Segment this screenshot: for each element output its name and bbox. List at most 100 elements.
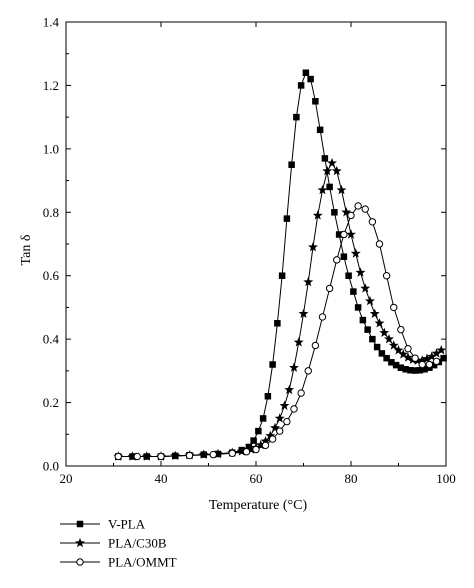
data-point-v-pla [331,209,338,216]
data-point-pla-c30b [422,353,432,364]
data-point-pla-ommt [297,389,305,397]
data-point-pla-ommt [133,452,141,461]
legend-item-pla-ommt: PLA/OMMT [60,555,177,570]
data-point-pla-ommt [209,450,217,459]
data-point-pla-ommt [347,211,355,220]
data-point-pla-c30b [365,295,375,306]
data-point-pla-c30b [293,337,304,347]
data-point-pla-ommt [228,449,236,458]
x-tick-label: 40 [155,471,168,486]
x-tick-label: 60 [250,471,263,486]
data-point-pla-ommt [261,441,270,450]
data-point-pla-c30b [350,248,361,258]
data-point-pla-ommt [354,202,362,210]
data-point-v-pla [259,415,267,422]
data-point-pla-ommt [368,218,377,226]
data-point-pla-c30b [284,384,295,395]
plot-frame [65,21,447,467]
data-point-v-pla [364,326,371,333]
data-point-v-pla [293,113,300,121]
data-point-v-pla [297,82,305,89]
data-point-pla-c30b [431,348,442,358]
data-point-pla-ommt [268,435,277,443]
data-point-pla-c30b [426,351,437,361]
data-point-v-pla [255,427,262,435]
y-tick-label: 0.4 [43,332,60,347]
data-point-pla-ommt [318,313,327,321]
data-point-v-pla [269,361,276,368]
data-point-pla-ommt [283,417,291,426]
data-point-pla-c30b [355,267,366,277]
data-point-pla-ommt [432,357,441,366]
data-point-v-pla [369,335,376,343]
legend-label-v-pla: V-PLA [108,517,146,532]
data-point-pla-ommt [411,354,419,362]
data-point-v-pla [307,75,314,83]
data-point-pla-ommt [340,230,348,239]
data-point-pla-ommt [276,427,284,435]
legend-marker-pla-c30b [75,537,85,548]
data-point-v-pla [274,320,281,327]
data-point-pla-ommt [311,341,320,350]
legend-item-pla-c30b: PLA/C30B [60,536,167,551]
data-point-pla-c30b [265,430,276,441]
y-tick-label: 1.2 [43,78,59,93]
data-point-pla-c30b [417,355,428,365]
data-point-v-pla [278,272,286,279]
y-tick-label: 0.0 [43,459,59,474]
data-point-pla-c30b [303,276,314,287]
data-point-pla-c30b [255,439,266,450]
x-tick-label: 100 [436,471,456,486]
data-point-pla-c30b [322,165,333,176]
data-point-pla-ommt [252,445,260,454]
data-point-v-pla [397,364,405,371]
data-point-pla-c30b [379,327,390,338]
data-point-pla-ommt [290,405,298,413]
data-point-v-pla [388,359,395,366]
data-point-v-pla [354,304,362,311]
data-point-pla-ommt [390,303,398,312]
data-point-pla-c30b [308,241,318,252]
data-point-pla-c30b [384,333,394,344]
legend-marker-v-pla [76,520,84,528]
data-point-v-pla [430,361,438,369]
y-axis-label: Tan δ [19,234,34,265]
data-point-v-pla [264,392,272,400]
data-point-v-pla [392,361,400,369]
data-point-v-pla [350,288,357,295]
y-tick-label: 1.0 [43,141,59,156]
data-point-pla-ommt [397,325,405,334]
data-point-pla-ommt [425,360,434,369]
data-point-v-pla [321,155,329,162]
data-point-v-pla [345,272,352,279]
axis-ticks: 20 40 60 80 100 0.0 0.2 0.4 0.6 0.8 1.0 1.2 1.4 [43,15,456,487]
series-line-v-pla [118,71,444,457]
data-point-pla-c30b [331,165,342,176]
data-point-v-pla [288,161,295,168]
data-point-pla-c30b [374,318,385,328]
data-point-pla-c30b [393,345,404,355]
x-axis-label: Temperature (°C) [209,498,308,513]
data-point-pla-c30b [398,349,409,359]
legend-label-pla-c30b: PLA/C30B [108,536,167,551]
data-point-pla-c30b [274,413,285,423]
data-point-pla-c30b [369,308,380,318]
y-tick-label: 1.4 [43,15,60,30]
data-point-pla-ommt [325,284,334,293]
data-point-pla-c30b [260,436,271,446]
y-tick-label: 0.8 [43,205,59,220]
series-pla-ommt [114,202,441,461]
data-point-v-pla [340,253,348,260]
data-point-pla-c30b [436,345,447,355]
y-tick-label: 0.6 [43,268,60,283]
y-tick-label: 0.2 [43,395,59,410]
data-point-pla-c30b [403,352,413,362]
legend-label-pla-ommt: PLA/OMMT [108,555,177,570]
data-point-pla-ommt [333,256,341,264]
data-point-pla-ommt [361,205,369,213]
data-point-pla-c30b [279,400,290,410]
data-point-v-pla [416,366,424,374]
plot-border [65,21,447,467]
data-point-v-pla [359,316,367,324]
